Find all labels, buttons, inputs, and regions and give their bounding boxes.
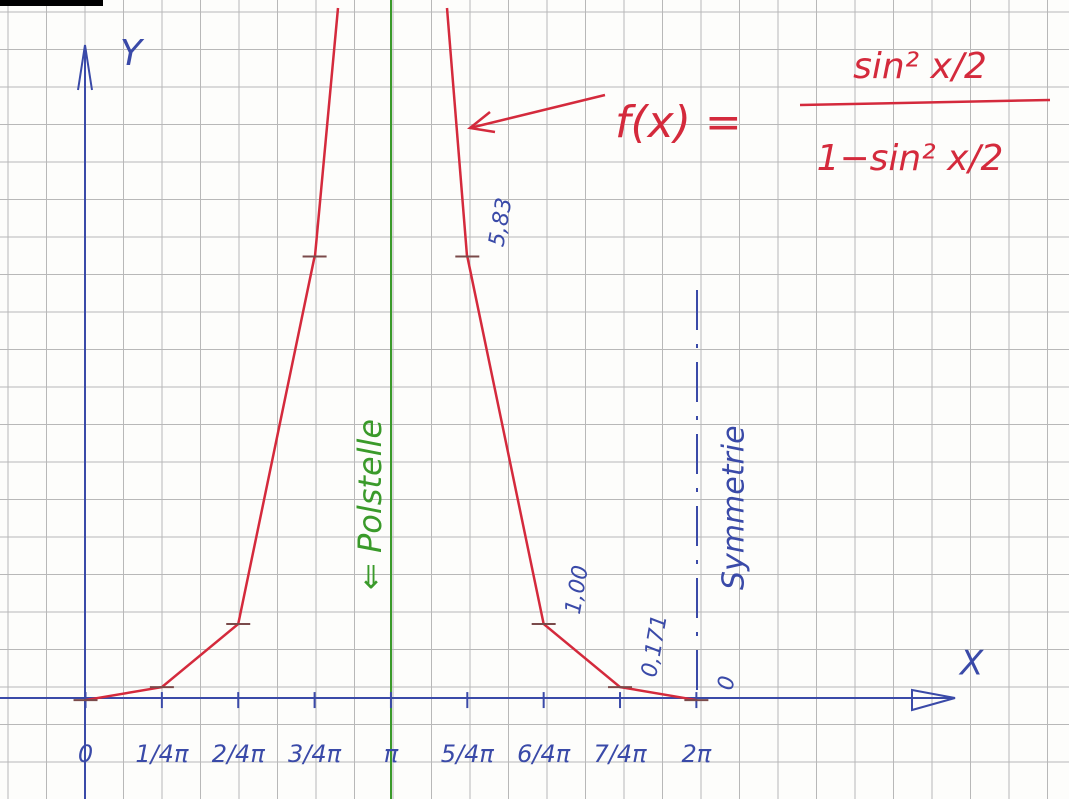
paper <box>0 0 1069 799</box>
chart: Y X ⇐ Polstelle Symmetrie f(x) = sin² x/… <box>0 0 1069 799</box>
x-tick-label: 2/4π <box>212 740 266 768</box>
x-label: X <box>958 644 984 684</box>
pole-annotation: ⇐ Polstelle <box>351 419 389 590</box>
x-tick-label: 5/4π <box>441 740 495 768</box>
x-tick-label: 3/4π <box>288 740 342 768</box>
symmetry-annotation: Symmetrie <box>717 425 752 590</box>
formula-numerator: sin² x/2 <box>853 46 987 87</box>
x-tick-label: 2π <box>682 740 712 768</box>
x-tick-label: 0 <box>78 740 93 768</box>
x-tick-label: 6/4π <box>517 740 571 768</box>
y-label: Y <box>120 33 145 74</box>
x-tick-label: 7/4π <box>593 740 647 768</box>
x-tick-label: π <box>384 740 399 768</box>
x-tick-label: 1/4π <box>135 740 189 768</box>
scan-edge <box>0 0 103 6</box>
formula-denominator: 1−sin² x/2 <box>817 138 1004 179</box>
formula-lhs: f(x) = <box>615 97 742 148</box>
